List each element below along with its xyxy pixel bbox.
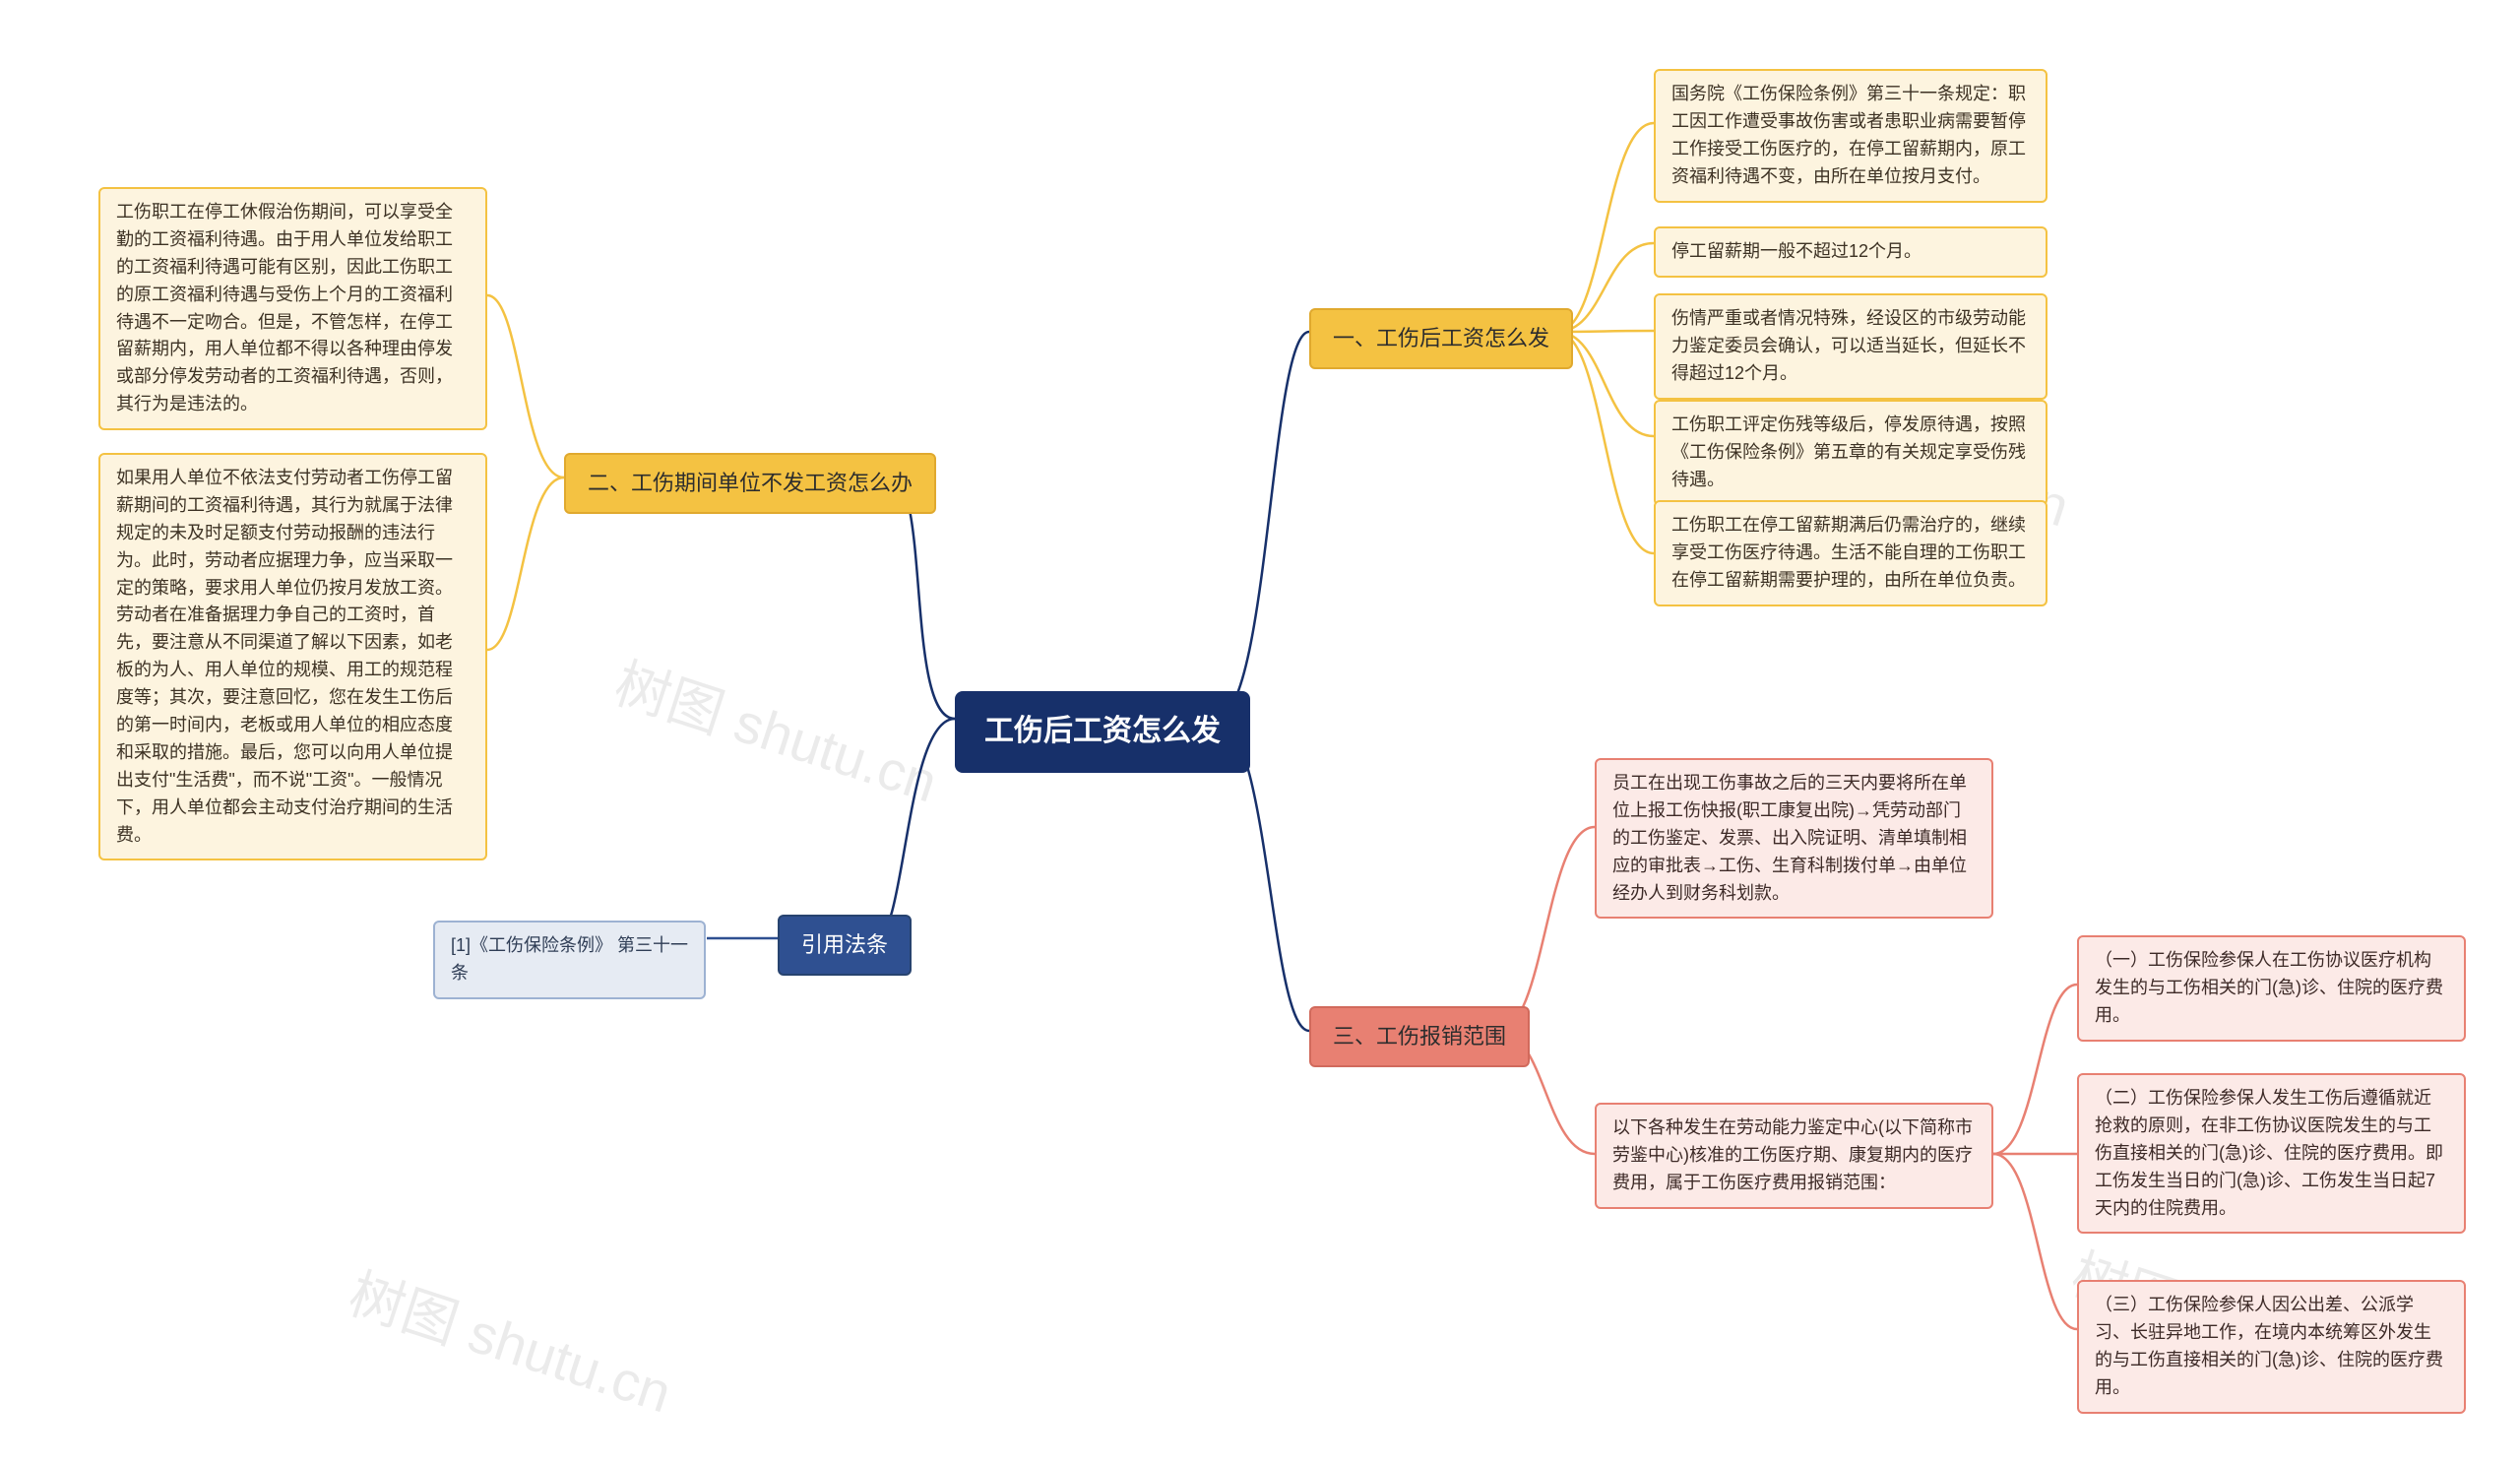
leaf-1b[interactable]: 停工留薪期一般不超过12个月。	[1654, 226, 2048, 278]
leaf-3b[interactable]: 以下各种发生在劳动能力鉴定中心(以下简称市劳鉴中心)核准的工伤医疗期、康复期内的…	[1595, 1103, 1993, 1209]
branch-1[interactable]: 一、工伤后工资怎么发	[1309, 308, 1573, 369]
branch-4[interactable]: 引用法条	[778, 915, 912, 976]
leaf-1c[interactable]: 伤情严重或者情况特殊，经设区的市级劳动能力鉴定委员会确认，可以适当延长，但延长不…	[1654, 293, 2048, 400]
leaf-1a[interactable]: 国务院《工伤保险条例》第三十一条规定：职工因工作遭受事故伤害或者患职业病需要暂停…	[1654, 69, 2048, 203]
leaf-2a[interactable]: 工伤职工在停工休假治伤期间，可以享受全勤的工资福利待遇。由于用人单位发给职工的工…	[98, 187, 487, 430]
leaf-3b3[interactable]: （三）工伤保险参保人因公出差、公派学习、长驻异地工作，在境内本统筹区外发生的与工…	[2077, 1280, 2466, 1414]
leaf-3a[interactable]: 员工在出现工伤事故之后的三天内要将所在单位上报工伤快报(职工康复出院)→凭劳动部…	[1595, 758, 1993, 919]
watermark: 树图 shutu.cn	[341, 1250, 683, 1430]
branch-2[interactable]: 二、工伤期间单位不发工资怎么办	[564, 453, 936, 514]
leaf-3b1[interactable]: （一）工伤保险参保人在工伤协议医疗机构发生的与工伤相关的门(急)诊、住院的医疗费…	[2077, 935, 2466, 1042]
leaf-2b[interactable]: 如果用人单位不依法支付劳动者工伤停工留薪期间的工资福利待遇，其行为就属于法律规定…	[98, 453, 487, 860]
branch-3[interactable]: 三、工伤报销范围	[1309, 1006, 1530, 1067]
leaf-3b2[interactable]: （二）工伤保险参保人发生工伤后遵循就近抢救的原则，在非工伤协议医院发生的与工伤直…	[2077, 1073, 2466, 1234]
watermark: 树图 shutu.cn	[606, 640, 949, 819]
leaf-1e[interactable]: 工伤职工在停工留薪期满后仍需治疗的，继续享受工伤医疗待遇。生活不能自理的工伤职工…	[1654, 500, 2048, 606]
leaf-4a[interactable]: [1]《工伤保险条例》 第三十一条	[433, 921, 706, 999]
mindmap-root[interactable]: 工伤后工资怎么发	[955, 691, 1250, 773]
leaf-1d[interactable]: 工伤职工评定伤残等级后，停发原待遇，按照《工伤保险条例》第五章的有关规定享受伤残…	[1654, 400, 2048, 506]
